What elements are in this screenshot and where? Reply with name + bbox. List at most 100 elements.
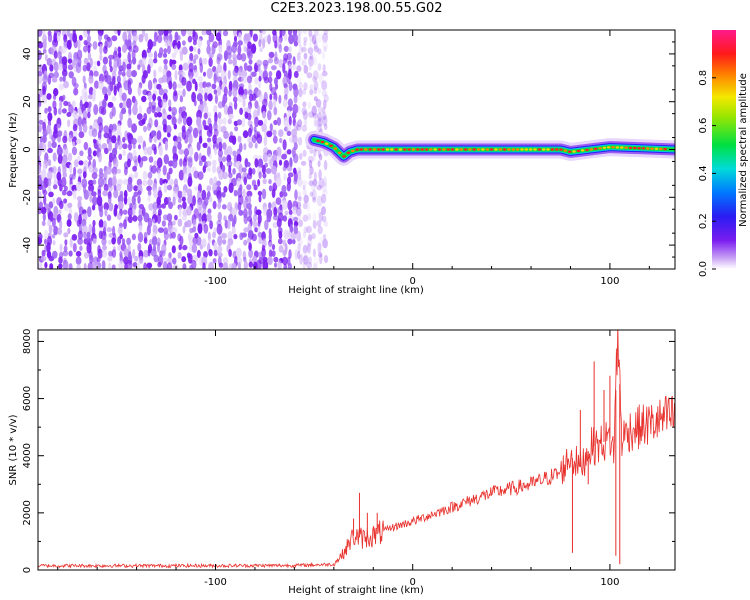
noise-blob bbox=[286, 124, 292, 133]
noise-blob bbox=[297, 34, 301, 44]
noise-blob bbox=[302, 255, 309, 265]
noise-blob bbox=[306, 225, 312, 234]
noise-blob bbox=[286, 105, 293, 112]
noise-blob bbox=[78, 125, 83, 132]
noise-blob bbox=[179, 95, 184, 103]
noise-blob bbox=[312, 220, 317, 229]
noise-blob bbox=[77, 116, 83, 127]
noise-blob bbox=[72, 123, 78, 132]
noise-blob bbox=[316, 122, 323, 133]
signal-peak bbox=[368, 148, 372, 151]
noise-blob bbox=[83, 30, 88, 38]
noise-blob bbox=[172, 257, 177, 265]
noise-blob bbox=[317, 208, 321, 216]
noise-blob bbox=[182, 157, 187, 169]
noise-blob bbox=[223, 215, 227, 222]
noise-blob bbox=[138, 208, 144, 217]
noise-blob bbox=[134, 255, 139, 262]
noise-blob bbox=[153, 81, 157, 90]
noise-blob bbox=[292, 134, 298, 145]
noise-blob bbox=[182, 263, 187, 269]
noise-blob bbox=[226, 145, 233, 157]
noise-blob bbox=[278, 230, 283, 239]
noise-blob bbox=[274, 262, 277, 268]
noise-blob bbox=[177, 218, 183, 227]
noise-blob bbox=[303, 64, 309, 74]
noise-blob bbox=[128, 106, 132, 117]
noise-blob bbox=[322, 40, 329, 51]
noise-blob bbox=[223, 186, 228, 193]
noise-blob bbox=[172, 196, 176, 206]
noise-blob bbox=[87, 94, 93, 100]
noise-blob bbox=[92, 158, 96, 170]
noise-blob bbox=[282, 98, 288, 108]
noise-blob bbox=[279, 191, 284, 198]
signal-peak bbox=[537, 148, 542, 151]
noise-blob bbox=[231, 177, 238, 187]
noise-blob bbox=[241, 94, 248, 100]
noise-blob bbox=[233, 101, 238, 110]
noise-blob bbox=[98, 176, 104, 188]
noise-blob bbox=[322, 32, 328, 43]
signal-peak bbox=[364, 148, 368, 151]
noise-blob bbox=[113, 189, 119, 199]
noise-blob bbox=[317, 48, 322, 55]
noise-blob bbox=[286, 166, 293, 172]
noise-blob bbox=[182, 62, 189, 71]
noise-blob bbox=[161, 98, 168, 109]
noise-blob bbox=[106, 227, 113, 233]
x-tick-label: 0 bbox=[410, 276, 416, 287]
noise-blob bbox=[203, 112, 208, 120]
signal-peak bbox=[524, 148, 529, 151]
colorbar-tick-label: 0.2 bbox=[698, 213, 709, 229]
noise-blob bbox=[102, 86, 108, 96]
noise-blob bbox=[243, 239, 248, 246]
noise-blob bbox=[296, 65, 302, 72]
noise-blob bbox=[72, 110, 78, 120]
noise-blob bbox=[102, 190, 108, 197]
noise-blob bbox=[191, 91, 197, 103]
noise-blob bbox=[141, 118, 146, 125]
noise-blob bbox=[288, 209, 293, 215]
noise-blob bbox=[291, 111, 297, 119]
noise-blob bbox=[92, 179, 97, 185]
noise-blob bbox=[313, 30, 319, 37]
noise-blob bbox=[216, 180, 222, 187]
noise-blob bbox=[312, 248, 316, 258]
noise-blob bbox=[282, 191, 288, 197]
noise-blob bbox=[199, 62, 204, 73]
noise-blob bbox=[82, 171, 87, 179]
noise-blob bbox=[217, 111, 222, 119]
noise-blob bbox=[278, 129, 284, 138]
noise-blob bbox=[312, 196, 317, 203]
noise-blob bbox=[267, 76, 273, 84]
noise-blob bbox=[269, 93, 273, 101]
noise-blob bbox=[298, 40, 302, 48]
noise-blob bbox=[153, 31, 158, 43]
noise-blob bbox=[286, 231, 292, 238]
noise-blob bbox=[226, 160, 233, 168]
signal-peak bbox=[546, 148, 550, 151]
noise-blob bbox=[238, 209, 244, 216]
noise-blob bbox=[297, 213, 302, 220]
noise-blob bbox=[302, 231, 307, 239]
noise-blob bbox=[101, 237, 107, 246]
noise-blob bbox=[82, 123, 88, 133]
noise-blob bbox=[206, 160, 212, 167]
noise-blob bbox=[44, 107, 48, 114]
noise-blob bbox=[103, 183, 109, 192]
noise-blob bbox=[274, 83, 279, 90]
noise-blob bbox=[88, 86, 94, 96]
noise-blob bbox=[308, 55, 314, 67]
noise-blob bbox=[67, 227, 71, 235]
noise-blob bbox=[126, 63, 132, 70]
noise-blob bbox=[92, 92, 96, 102]
noise-blob bbox=[157, 169, 161, 180]
noise-blob bbox=[168, 201, 173, 210]
noise-blob bbox=[222, 142, 227, 150]
noise-blob bbox=[272, 214, 279, 221]
noise-blob bbox=[221, 232, 228, 239]
noise-blob bbox=[41, 249, 46, 257]
noise-blob bbox=[243, 176, 247, 186]
noise-blob bbox=[262, 178, 267, 185]
